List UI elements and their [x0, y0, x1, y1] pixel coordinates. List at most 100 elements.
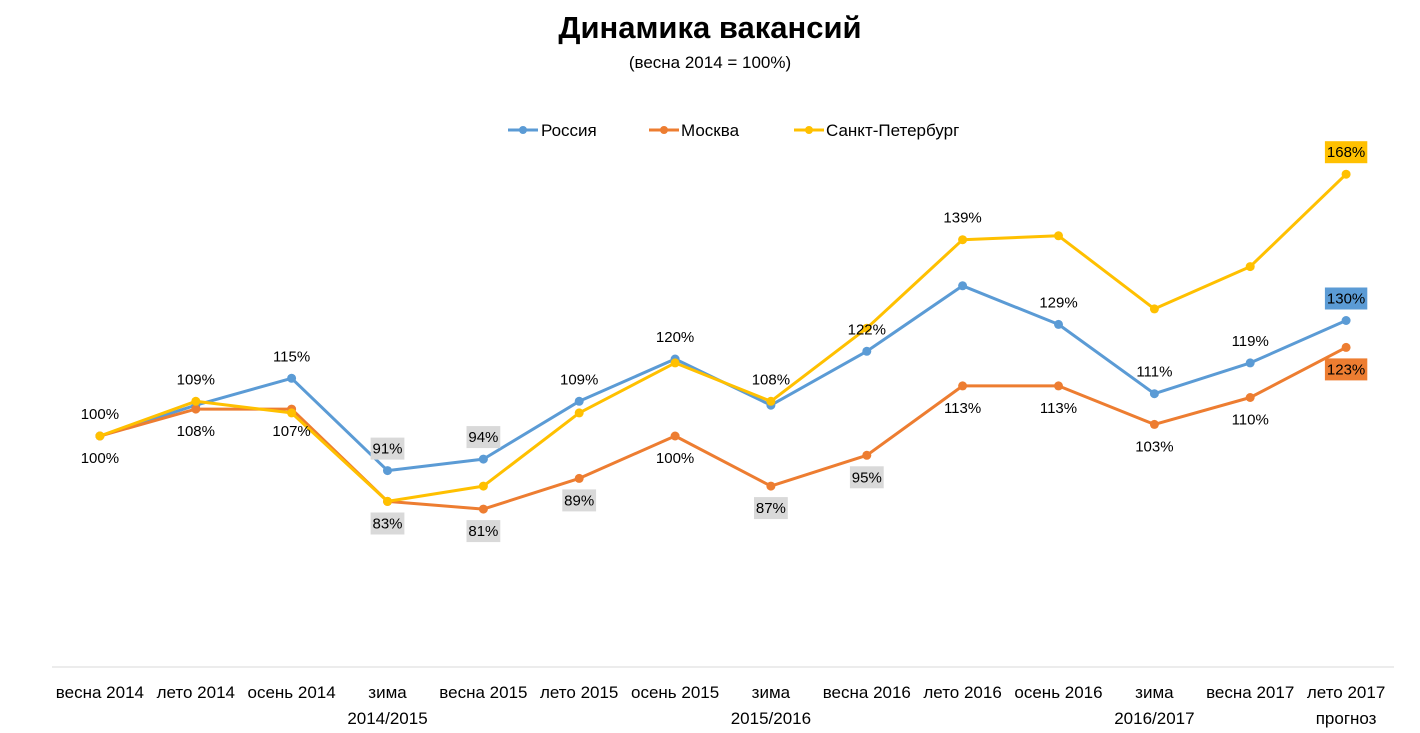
x-tick-label: осень 2016 — [1014, 683, 1102, 702]
data-point-saint-petersburg — [95, 431, 105, 441]
data-label-box — [562, 489, 597, 512]
data-label-box — [1324, 287, 1368, 310]
x-tick-label: лето 2016 — [923, 683, 1001, 702]
x-tick-label-line: 2014/2015 — [347, 709, 427, 728]
data-point-russia — [1245, 358, 1255, 368]
series-line-saint-petersburg — [98, 172, 1348, 503]
data-point-moscow — [766, 481, 776, 491]
data-point-saint-petersburg — [1149, 304, 1159, 314]
data-point-moscow — [958, 381, 968, 391]
data-label-text: 108% — [177, 423, 215, 440]
data-label-text: 91% — [372, 441, 402, 458]
data-label-text: 103% — [1135, 438, 1173, 455]
data-label-russia: 100% — [81, 406, 119, 423]
data-point-saint-petersburg — [1054, 231, 1063, 241]
data-point-saint-petersburg — [958, 235, 968, 245]
legend-label-moscow: Москва — [681, 121, 740, 140]
data-label-moscow: 113% — [944, 400, 981, 417]
x-tick-label: осень 2015 — [631, 683, 719, 702]
data-point-russia — [478, 454, 488, 464]
data-label-box — [754, 497, 788, 520]
data-point-moscow — [1341, 342, 1351, 352]
data-label-moscow: 87% — [754, 497, 788, 520]
data-label-russia: 91% — [370, 437, 405, 460]
x-tick-label-line: осень 2016 — [1014, 683, 1102, 702]
data-label-moscow: 107% — [272, 423, 310, 440]
legend-marker-saint-petersburg — [805, 126, 813, 134]
chart-subtitle: (весна 2014 = 100%) — [629, 53, 791, 72]
data-label-saint-petersburg: 139% — [943, 210, 981, 227]
data-label-box — [1324, 358, 1368, 381]
data-label-box — [849, 466, 884, 489]
legend-label-russia: Россия — [541, 121, 597, 140]
data-label-moscow: 110% — [1232, 412, 1269, 429]
data-label-russia: 111% — [1136, 364, 1172, 381]
chart-title: Динамика вакансий — [558, 10, 861, 45]
data-point-saint-petersburg — [478, 481, 488, 491]
x-tick-label-line: 2016/2017 — [1114, 709, 1194, 728]
data-label-text: 94% — [468, 429, 498, 446]
data-label-text: 81% — [468, 523, 498, 540]
data-label-text: 115% — [273, 348, 310, 365]
data-label-text: 122% — [848, 321, 886, 338]
data-label-moscow: 81% — [466, 520, 501, 543]
x-tick-label: осень 2014 — [247, 683, 335, 702]
legend-item-russia: Россия — [508, 121, 597, 140]
data-label-moscow: 89% — [562, 489, 597, 512]
data-point-moscow — [862, 450, 872, 460]
data-label-text: 139% — [943, 210, 981, 227]
x-tick-label: весна 2014 — [56, 683, 144, 702]
x-tick-label-line: весна 2015 — [439, 683, 527, 702]
data-label-text: 123% — [1327, 361, 1365, 378]
data-label-box — [466, 426, 501, 449]
data-label-moscow: 83% — [370, 512, 405, 535]
x-tick-label: лето 2014 — [157, 683, 235, 702]
x-tick-label: весна 2017 — [1206, 683, 1294, 702]
data-point-moscow — [1054, 381, 1063, 391]
data-label-russia: 130% — [1324, 287, 1368, 310]
x-tick-label-line: зима — [368, 683, 407, 702]
data-label-text: 87% — [756, 500, 786, 517]
data-label-moscow: 123% — [1324, 358, 1368, 381]
x-tick-label: зима 2015/2016 — [731, 683, 811, 728]
x-tick-label: лето 2017 прогноз — [1307, 683, 1385, 728]
series-saint-petersburg — [95, 169, 1351, 506]
data-point-saint-petersburg — [383, 496, 392, 506]
data-label-layer: 100% 115% 91% 94% 109% 120% 122% 129% 111% 119% 13… — [81, 141, 1368, 543]
data-label-moscow: 95% — [849, 466, 884, 489]
data-point-moscow — [478, 504, 488, 514]
data-label-moscow: 108% — [177, 423, 215, 440]
data-point-moscow — [574, 473, 584, 483]
data-label-text: 83% — [372, 516, 402, 533]
data-label-text: 111% — [1136, 364, 1172, 381]
data-label-moscow: 103% — [1135, 438, 1173, 455]
x-tick-label: весна 2015 — [439, 683, 527, 702]
data-label-box — [1324, 141, 1368, 164]
data-point-russia — [574, 396, 584, 406]
data-label-text: 113% — [1040, 400, 1077, 417]
series-layer — [95, 169, 1351, 514]
data-label-text: 110% — [1232, 412, 1269, 429]
data-label-russia: 129% — [1039, 294, 1077, 311]
x-tick-label-line: прогноз — [1316, 709, 1377, 728]
data-point-russia — [958, 281, 968, 291]
data-label-russia: 115% — [273, 348, 310, 365]
data-label-text: 107% — [272, 423, 310, 440]
x-tick-label-line: осень 2015 — [631, 683, 719, 702]
series-line-moscow — [98, 345, 1348, 511]
data-label-text: 130% — [1327, 291, 1365, 308]
data-point-moscow — [670, 431, 680, 441]
data-label-russia: 109% — [560, 371, 598, 388]
data-point-saint-petersburg — [862, 323, 872, 333]
data-point-moscow — [1245, 393, 1255, 402]
data-point-saint-petersburg — [287, 408, 297, 418]
legend-item-moscow: Москва — [649, 121, 740, 140]
data-label-text: 113% — [944, 400, 981, 417]
data-point-russia — [383, 466, 392, 476]
data-point-moscow — [1149, 419, 1159, 429]
data-label-russia: 94% — [466, 426, 501, 449]
data-point-moscow — [191, 404, 201, 414]
data-point-russia — [1149, 389, 1159, 399]
data-label-moscow: 100% — [656, 450, 694, 467]
